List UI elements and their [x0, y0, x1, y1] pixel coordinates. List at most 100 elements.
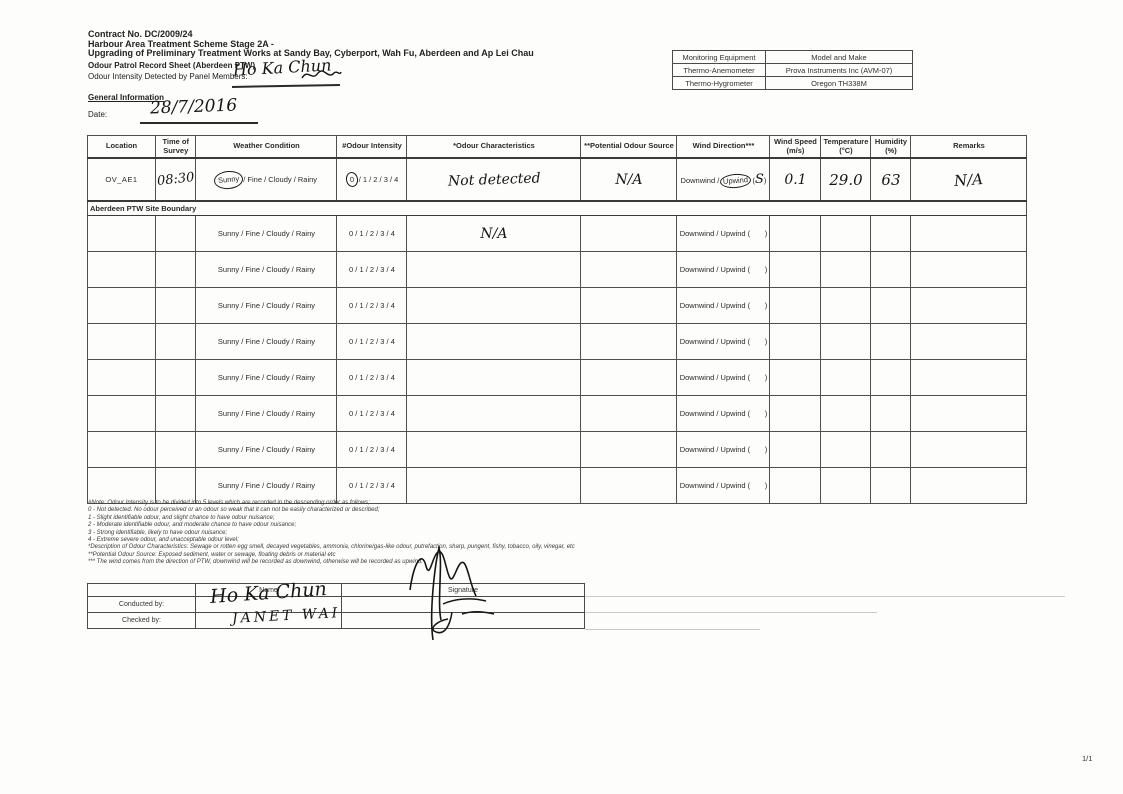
- remarks-handwriting: N/A: [953, 169, 985, 190]
- cell-source: N/A: [580, 157, 678, 202]
- panel-members-underline: [231, 84, 341, 88]
- footnote-line: 0 - Not detected. No odour perceived or …: [88, 507, 380, 514]
- wind-options: Downwind / Upwind ( ): [676, 431, 771, 468]
- panel-members-label: Odour Intensity Detected by Panel Member…: [88, 72, 248, 81]
- equipment-row: Thermo-Anemometer Prova Instruments Inc …: [672, 63, 913, 77]
- time-handwriting: 08:30: [156, 170, 196, 189]
- characteristics-handwriting: Not detected: [447, 169, 541, 190]
- intensity-options: 0 / 1 / 2 / 3 / 4: [336, 323, 408, 360]
- panel-members-squiggle: [301, 70, 342, 79]
- intensity-options: 0 / 1 / 2 / 3 / 4: [336, 359, 408, 396]
- intensity-options: 0 / 1 / 2 / 3 / 4: [336, 215, 408, 252]
- cell-wind-speed: 0.1: [769, 157, 822, 202]
- record-table: Location Time of Survey Weather Conditio…: [86, 135, 1028, 504]
- record-header-row: Location Time of Survey Weather Conditio…: [87, 135, 1028, 159]
- checked-by-label: Checked by:: [87, 612, 196, 629]
- scan-line: [585, 612, 877, 613]
- footnote-line: **Potential Odour Source: Exposed sedime…: [88, 551, 336, 558]
- signature-table: Name Signature Conducted by: Checked by:: [87, 583, 585, 629]
- temperature-handwriting: 29.0: [829, 170, 863, 189]
- footnote-line: 3 - Strong identifiable, likely to have …: [88, 529, 228, 536]
- footnote-line: 4 - Extreme severe odour, and unacceptab…: [88, 537, 239, 544]
- signature-scribble: [409, 544, 495, 641]
- checked-by-row: Checked by:: [87, 612, 585, 629]
- record-empty-row: Sunny / Fine / Cloudy / Rainy 0 / 1 / 2 …: [87, 215, 1028, 252]
- intensity-options: 0 / 1 / 2 / 3 / 4: [336, 287, 408, 324]
- weather-options: Sunny / Fine / Cloudy / Rainy: [195, 215, 338, 252]
- intensity-options: 0 / 1 / 2 / 3 / 4: [336, 467, 408, 504]
- weather-circle: Sunny: [213, 169, 244, 190]
- footnote-line: 1 - Slight identifiable odour, and sligh…: [88, 514, 275, 521]
- equipment-value: Model and Make: [765, 50, 913, 64]
- weather-options: Sunny / Fine / Cloudy / Rainy: [195, 467, 338, 504]
- equipment-row: Monitoring Equipment Model and Make: [672, 50, 913, 64]
- date-label: Date:: [88, 110, 108, 119]
- intensity-options: 0 / 1 / 2 / 3 / 4: [336, 395, 408, 432]
- signature-header-blank: [87, 583, 196, 597]
- date-handwriting: 28/7/2016: [149, 95, 238, 119]
- conducted-by-label: Conducted by:: [87, 596, 196, 613]
- cell-humidity: 63: [870, 157, 912, 202]
- col-header-location: Location: [87, 135, 156, 159]
- record-empty-row: Sunny / Fine / Cloudy / Rainy 0 / 1 / 2 …: [87, 359, 1028, 396]
- wind-speed-handwriting: 0.1: [784, 171, 807, 188]
- weather-options: Sunny / Fine / Cloudy / Rainy: [195, 323, 338, 360]
- humidity-handwriting: 63: [881, 170, 901, 189]
- wind-options: Downwind / Upwind ( ): [676, 359, 771, 396]
- wind-options: Downwind / Upwind ( ): [676, 323, 771, 360]
- cell-temperature: 29.0: [820, 157, 872, 202]
- col-header-source: **Potential Odour Source: [580, 135, 678, 159]
- intensity-options: 0 / 1 / 2 / 3 / 4: [336, 431, 408, 468]
- col-header-wind-speed: Wind Speed (m/s): [769, 135, 822, 159]
- col-header-remarks: Remarks: [910, 135, 1028, 159]
- col-header-characteristics: *Odour Characteristics: [406, 135, 582, 159]
- record-empty-row: Sunny / Fine / Cloudy / Rainy 0 / 1 / 2 …: [87, 431, 1028, 468]
- equipment-table: Monitoring Equipment Model and Make Ther…: [672, 50, 913, 90]
- scheme-title-line2: Upgrading of Preliminary Treatment Works…: [88, 48, 534, 58]
- wind-options: Downwind / Upwind ( ): [676, 287, 771, 324]
- wind-options: Downwind / Upwind ( ): [676, 395, 771, 432]
- footnote-line: #Note: Odour Intensity is to be divided …: [88, 500, 370, 506]
- wind-circle: Upwind: [719, 172, 752, 190]
- scan-line: [585, 596, 1065, 597]
- footnotes: #Note: Odour Intensity is to be divided …: [88, 500, 1008, 567]
- record-row-ov-ae1: OV_AE1 08:30 Sunny / Fine / Cloudy / Rai…: [87, 157, 1028, 202]
- conducted-by-row: Conducted by:: [87, 596, 585, 613]
- footnote-line: *** The wind comes from the direction of…: [88, 559, 423, 566]
- footnote-line: *Description of Odour Characteristics: S…: [88, 544, 575, 551]
- cell-remarks: N/A: [910, 157, 1028, 202]
- wind-options: Downwind / Upwind ( ): [676, 215, 771, 252]
- record-empty-row: Sunny / Fine / Cloudy / Rainy 0 / 1 / 2 …: [87, 287, 1028, 324]
- col-header-time: Time of Survey: [154, 135, 197, 159]
- scheme-title-line1: Harbour Area Treatment Scheme Stage 2A -: [88, 39, 274, 49]
- col-header-weather: Weather Condition: [195, 135, 338, 159]
- weather-options: Sunny / Fine / Cloudy / Rainy: [195, 395, 338, 432]
- col-header-temperature: Temperature (°C): [820, 135, 872, 159]
- intensity-options: 0 / 1 / 2 / 3 / 4: [336, 251, 408, 288]
- cell-wind-direction: Downwind / Upwind (S): [676, 157, 771, 202]
- equipment-label: Thermo-Hygrometer: [672, 76, 766, 90]
- weather-options: Sunny / Fine / Cloudy / Rainy: [195, 287, 338, 324]
- equipment-row: Thermo-Hygrometer Oregon TH338M: [672, 76, 913, 90]
- equipment-label: Thermo-Anemometer: [672, 63, 766, 77]
- equipment-value: Prova Instruments Inc (AVM-07): [765, 63, 913, 77]
- sheet-title: Odour Patrol Record Sheet (Aberdeen PTW): [88, 61, 256, 70]
- equipment-label: Monitoring Equipment: [672, 50, 766, 64]
- record-section-row: Aberdeen PTW Site Boundary: [86, 200, 1028, 216]
- page-number: 1/1: [1082, 754, 1093, 763]
- wind-options: Downwind / Upwind ( ): [676, 467, 771, 504]
- cell-intensity: 0 / 1 / 2 / 3 / 4: [336, 157, 408, 202]
- contract-no: Contract No. DC/2009/24: [88, 29, 193, 39]
- equipment-value: Oregon TH338M: [765, 76, 913, 90]
- record-empty-row: Sunny / Fine / Cloudy / Rainy 0 / 1 / 2 …: [87, 395, 1028, 432]
- col-header-humidity: Humidity (%): [870, 135, 912, 159]
- wind-handwriting: S: [755, 172, 764, 187]
- record-empty-row: Sunny / Fine / Cloudy / Rainy 0 / 1 / 2 …: [87, 467, 1028, 504]
- record-empty-row: Sunny / Fine / Cloudy / Rainy 0 / 1 / 2 …: [87, 323, 1028, 360]
- characteristics-handwriting: N/A: [480, 225, 508, 242]
- col-header-intensity: #Odour Intensity: [336, 135, 408, 159]
- weather-options: Sunny / Fine / Cloudy / Rainy: [195, 431, 338, 468]
- source-handwriting: N/A: [615, 171, 643, 188]
- cell-characteristics: Not detected: [406, 157, 582, 202]
